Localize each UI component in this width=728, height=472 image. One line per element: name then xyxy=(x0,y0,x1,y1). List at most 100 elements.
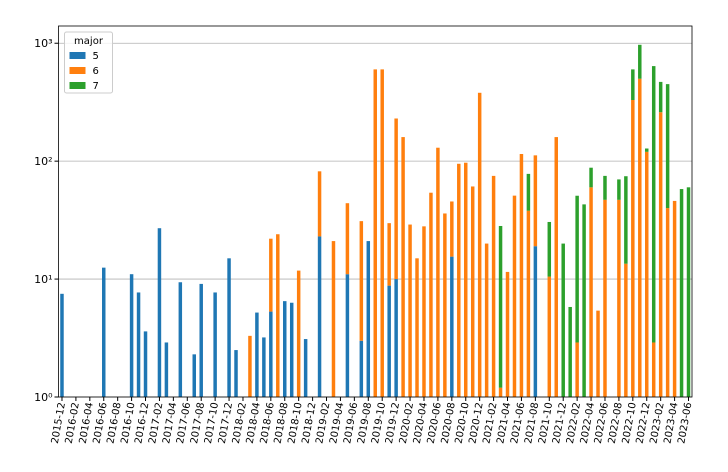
bar xyxy=(665,84,670,209)
y-tick-label: 10² xyxy=(34,155,52,168)
bar xyxy=(359,221,364,341)
bar xyxy=(422,226,426,397)
bar xyxy=(589,187,593,397)
bar xyxy=(651,66,656,343)
bar xyxy=(464,162,468,397)
legend-label: 6 xyxy=(93,66,99,77)
bar xyxy=(519,153,524,397)
bar xyxy=(603,199,607,397)
bar xyxy=(638,44,642,79)
bar xyxy=(547,221,552,277)
bar xyxy=(624,263,628,397)
bar xyxy=(554,137,558,397)
bar xyxy=(345,203,350,275)
bar xyxy=(387,285,391,397)
bar xyxy=(345,274,350,397)
bar xyxy=(331,241,336,397)
bar xyxy=(450,201,454,257)
bar xyxy=(227,258,231,397)
bar xyxy=(665,208,670,397)
bar xyxy=(672,200,677,397)
legend-box xyxy=(64,31,113,94)
legend-swatch xyxy=(69,82,86,89)
bar xyxy=(429,192,433,397)
bar xyxy=(589,167,593,188)
bar xyxy=(143,331,148,397)
bar xyxy=(366,241,371,397)
bar xyxy=(394,118,398,280)
bar xyxy=(213,292,217,397)
bar xyxy=(645,148,649,152)
plot-frame xyxy=(58,25,693,398)
y-tick-label: 10¹ xyxy=(34,273,52,286)
bar xyxy=(470,186,475,397)
bar xyxy=(408,224,412,397)
bar xyxy=(387,223,391,286)
bar xyxy=(269,311,273,397)
legend-label: 7 xyxy=(93,81,99,92)
bar xyxy=(136,292,141,397)
bar xyxy=(596,310,600,397)
bar xyxy=(561,243,565,397)
bar xyxy=(526,173,531,211)
bar xyxy=(303,339,308,397)
bar xyxy=(624,176,628,264)
bar xyxy=(498,387,503,397)
bar xyxy=(373,69,377,398)
bar xyxy=(631,100,635,398)
bar xyxy=(192,354,196,397)
bar xyxy=(248,335,252,397)
bar xyxy=(102,267,106,397)
bar xyxy=(658,112,663,397)
bar xyxy=(498,225,503,388)
bar xyxy=(359,340,364,397)
bar xyxy=(394,279,398,397)
bar xyxy=(484,243,489,397)
bar xyxy=(658,81,663,113)
bar xyxy=(645,151,649,397)
bar xyxy=(157,228,162,397)
bar xyxy=(317,236,322,397)
bar xyxy=(178,282,183,397)
bar xyxy=(505,271,510,397)
bar xyxy=(450,256,454,397)
bar xyxy=(491,175,496,397)
bar xyxy=(547,276,552,397)
bar xyxy=(255,312,259,397)
bar xyxy=(283,301,287,397)
bar xyxy=(443,213,447,397)
legend-swatch xyxy=(69,67,86,74)
legend-swatch xyxy=(69,52,86,59)
bar xyxy=(617,179,621,200)
bar xyxy=(262,337,266,397)
bar xyxy=(582,204,586,397)
bar xyxy=(60,293,64,397)
bar xyxy=(415,258,419,397)
bar xyxy=(380,69,384,398)
bar xyxy=(526,210,531,397)
bar xyxy=(269,238,273,312)
bar xyxy=(457,163,461,397)
bar xyxy=(199,283,203,397)
bar xyxy=(436,147,440,397)
bar xyxy=(651,342,656,397)
bar xyxy=(317,171,322,237)
bar xyxy=(401,137,405,397)
bar xyxy=(477,92,482,397)
bar xyxy=(568,306,572,397)
bar xyxy=(533,246,538,397)
bar xyxy=(575,342,579,397)
bar xyxy=(686,187,691,397)
bar xyxy=(631,69,635,101)
bar xyxy=(289,302,294,397)
bar xyxy=(164,342,169,397)
y-tick-label: 10⁰ xyxy=(34,391,53,404)
bar xyxy=(679,189,684,397)
bar xyxy=(638,78,642,397)
bar xyxy=(617,199,621,397)
legend-title: major xyxy=(74,36,104,47)
y-tick-label: 10³ xyxy=(34,37,52,50)
bar xyxy=(276,234,280,397)
bar xyxy=(575,195,579,343)
